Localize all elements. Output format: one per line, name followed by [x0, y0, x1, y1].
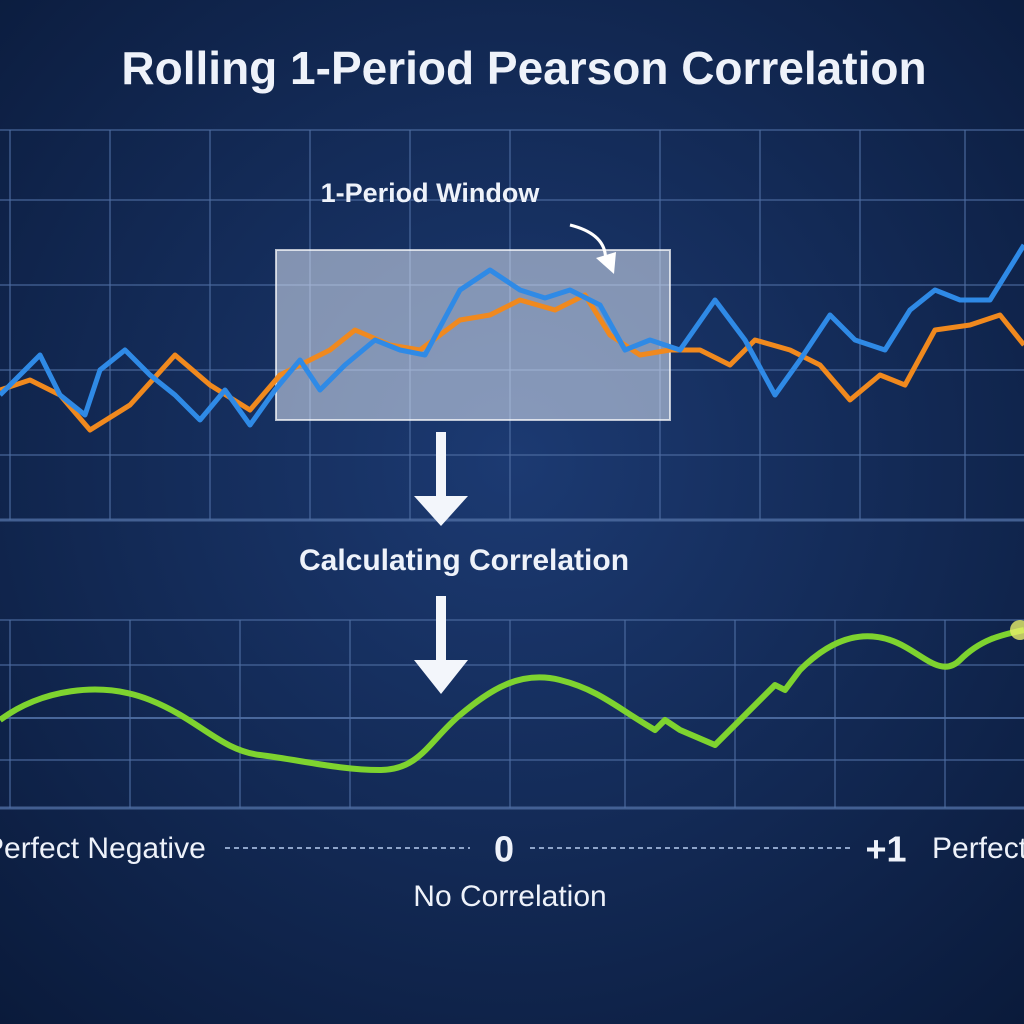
correlation-line: [0, 627, 1024, 773]
title: Rolling 1-Period Pearson Correlation: [121, 42, 926, 94]
window-label: 1-Period Window: [321, 178, 541, 208]
scale-right-value: +1: [865, 829, 906, 870]
grid-bottom: [0, 619, 1024, 810]
arrow-down: [414, 596, 468, 694]
step-label: Calculating Correlation: [299, 544, 629, 577]
arrow-down: [414, 432, 468, 526]
window-pointer-head: [596, 252, 616, 274]
scale-right: Perfect Positive: [932, 832, 1024, 865]
glow: [1010, 620, 1024, 640]
scale-center: 0: [494, 829, 514, 870]
scale-center-caption: No Correlation: [413, 880, 606, 913]
series-orange: [0, 292, 1024, 433]
scale-left: Perfect Negative: [0, 832, 206, 865]
series-blue: [0, 243, 1024, 428]
